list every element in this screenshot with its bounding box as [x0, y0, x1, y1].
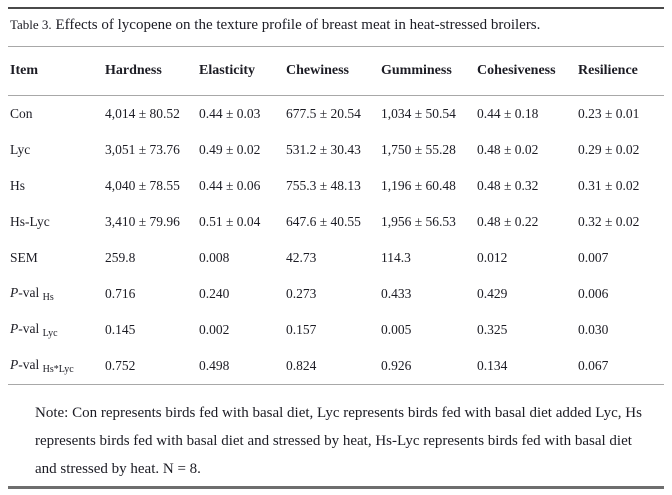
value-cell: 1,196 ± 60.48 [381, 178, 456, 193]
caption-divider-rule [8, 46, 664, 47]
value-cell: 531.2 ± 30.43 [286, 142, 361, 157]
column-header-cohesiveness: Cohesiveness [477, 63, 556, 78]
bottom-rule-container [0, 486, 672, 489]
value-cell: 0.067 [578, 358, 609, 373]
value-cell: 0.012 [477, 250, 508, 265]
value-cell: 755.3 ± 48.13 [286, 178, 361, 193]
value-cell: 0.44 ± 0.18 [477, 106, 539, 121]
value-cell: 677.5 ± 20.54 [286, 106, 361, 121]
row-item-label: P-val Lyc [10, 321, 58, 339]
table-row: Lyc 3,051 ± 73.76 0.49 ± 0.02 531.2 ± 30.43… [0, 132, 672, 168]
value-cell: 3,410 ± 79.96 [105, 214, 180, 229]
value-cell: 0.49 ± 0.02 [199, 142, 261, 157]
value-cell: 0.429 [477, 286, 508, 301]
value-cell: 259.8 [105, 250, 136, 265]
value-cell: 0.145 [105, 322, 136, 337]
value-cell: 1,750 ± 55.28 [381, 142, 456, 157]
row-item-label: Lyc [10, 142, 31, 157]
value-cell: 0.030 [578, 322, 609, 337]
row-item-label: Hs-Lyc [10, 214, 50, 229]
value-cell: 0.134 [477, 358, 508, 373]
top-rule [8, 7, 664, 9]
value-cell: 0.48 ± 0.32 [477, 178, 539, 193]
value-cell: 4,040 ± 78.55 [105, 178, 180, 193]
value-cell: 0.157 [286, 322, 317, 337]
column-header-gumminess: Gumminess [381, 63, 452, 78]
table-header-row: Item Hardness Elasticity Chewiness Gumminess… [0, 47, 672, 95]
table-note-text: Note: Con represents birds fed with basa… [35, 405, 642, 477]
value-cell: 0.002 [199, 322, 230, 337]
row-item-label: Hs [10, 178, 26, 193]
row-item-label: Con [10, 106, 33, 121]
table-row: P-val Hs*Lyc 0.752 0.498 0.824 0.926 0.134 0.0… [0, 348, 672, 384]
value-cell: 0.008 [199, 250, 230, 265]
table-body: Con 4,014 ± 80.52 0.44 ± 0.03 677.5 ± 20.54… [0, 96, 672, 384]
table-row: P-val Hs 0.716 0.240 0.273 0.433 0.429 0.006 [0, 276, 672, 312]
value-cell: 0.32 ± 0.02 [578, 214, 640, 229]
table-row: Con 4,014 ± 80.52 0.44 ± 0.03 677.5 ± 20.54… [0, 96, 672, 132]
table-row: Hs 4,040 ± 78.55 0.44 ± 0.06 755.3 ± 48.13 1… [0, 168, 672, 204]
value-cell: 0.44 ± 0.03 [199, 106, 261, 121]
table-row: P-val Lyc 0.145 0.002 0.157 0.005 0.325 0.030 [0, 312, 672, 348]
value-cell: 0.51 ± 0.04 [199, 214, 261, 229]
column-header-elasticity: Elasticity [199, 63, 255, 78]
table-caption-text: Effects of lycopene on the texture profi… [55, 17, 541, 33]
table-note: Note: Con represents birds fed with basa… [0, 385, 672, 483]
value-cell: 0.240 [199, 286, 230, 301]
value-cell: 0.44 ± 0.06 [199, 178, 261, 193]
column-header-hardness: Hardness [105, 63, 162, 78]
column-header-chewiness: Chewiness [286, 63, 350, 78]
value-cell: 0.006 [578, 286, 609, 301]
value-cell: 0.29 ± 0.02 [578, 142, 640, 157]
value-cell: 1,956 ± 56.53 [381, 214, 456, 229]
value-cell: 0.48 ± 0.22 [477, 214, 539, 229]
value-cell: 0.824 [286, 358, 317, 373]
table-number-label: Table 3. [10, 17, 52, 32]
table-caption: Table 3. Effects of lycopene on the text… [0, 9, 672, 46]
value-cell: 0.31 ± 0.02 [578, 178, 640, 193]
body-divider-rule [8, 384, 664, 385]
value-cell: 114.3 [381, 250, 411, 265]
value-cell: 647.6 ± 40.55 [286, 214, 361, 229]
row-item-label: P-val Hs*Lyc [10, 357, 74, 375]
value-cell: 0.48 ± 0.02 [477, 142, 539, 157]
value-cell: 42.73 [286, 250, 317, 265]
column-header-resilience: Resilience [578, 63, 638, 78]
header-divider-rule [8, 95, 664, 96]
row-item-label: P-val Hs [10, 285, 54, 303]
value-cell: 0.007 [578, 250, 609, 265]
row-item-label: SEM [10, 250, 38, 265]
value-cell: 0.752 [105, 358, 136, 373]
table-row: Hs-Lyc 3,410 ± 79.96 0.51 ± 0.04 647.6 ± 40… [0, 204, 672, 240]
value-cell: 0.23 ± 0.01 [578, 106, 640, 121]
value-cell: 0.325 [477, 322, 508, 337]
value-cell: 0.498 [199, 358, 230, 373]
value-cell: 1,034 ± 50.54 [381, 106, 456, 121]
value-cell: 0.926 [381, 358, 412, 373]
value-cell: 3,051 ± 73.76 [105, 142, 180, 157]
column-header-item: Item [10, 63, 38, 78]
table-row: SEM 259.8 0.008 42.73 114.3 0.012 0.007 [0, 240, 672, 276]
value-cell: 4,014 ± 80.52 [105, 106, 180, 121]
value-cell: 0.005 [381, 322, 412, 337]
value-cell: 0.433 [381, 286, 412, 301]
value-cell: 0.273 [286, 286, 317, 301]
bottom-rule [8, 486, 664, 489]
value-cell: 0.716 [105, 286, 136, 301]
